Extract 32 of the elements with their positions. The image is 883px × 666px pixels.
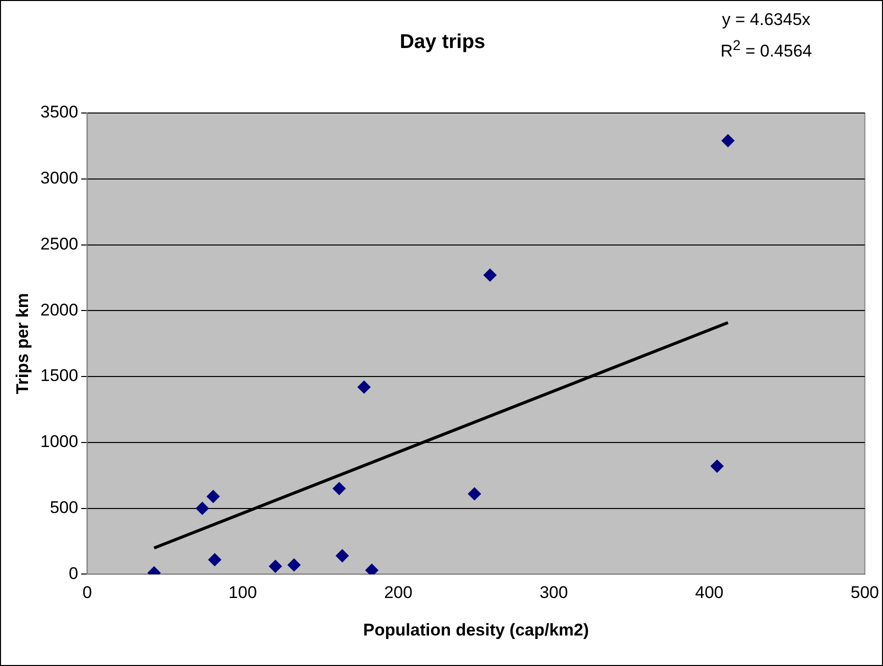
y-tick-label: 3500: [40, 102, 78, 122]
x-tick-label: 400: [695, 583, 724, 602]
y-tick-label: 1500: [40, 366, 78, 386]
x-tick-label: 300: [540, 583, 568, 602]
y-tick-label: 2000: [40, 300, 78, 320]
x-tick-label: 500: [850, 583, 880, 602]
point: [710, 460, 724, 473]
text: R$^{2}$ = 0.4564: [720, 37, 812, 63]
point: [365, 564, 378, 574]
y-axis-title: Trips per km: [12, 293, 32, 394]
point: [358, 380, 371, 394]
point: [332, 482, 346, 496]
point: [468, 487, 481, 500]
x-tick-label: 100: [228, 583, 257, 602]
y-tick-label: 3000: [40, 168, 78, 188]
point: [268, 560, 282, 573]
point: [206, 490, 220, 503]
point: [336, 549, 349, 562]
point: [484, 268, 497, 282]
point: [208, 553, 222, 566]
x-axis-title: Population desity (cap/km2): [363, 620, 589, 640]
chart-title: Day trips: [400, 31, 486, 53]
y-tick-label: 500: [50, 498, 78, 517]
text: y = 4.6345x: [721, 9, 812, 31]
point: [288, 558, 301, 572]
x-tick-label: 200: [384, 583, 412, 602]
y-tick-label: 2500: [40, 234, 78, 254]
y-tick-label: 0: [68, 564, 78, 583]
x-tick-label: 0: [82, 583, 92, 602]
y-tick-label: 1000: [40, 432, 78, 452]
point: [196, 502, 209, 515]
point: [721, 134, 734, 148]
